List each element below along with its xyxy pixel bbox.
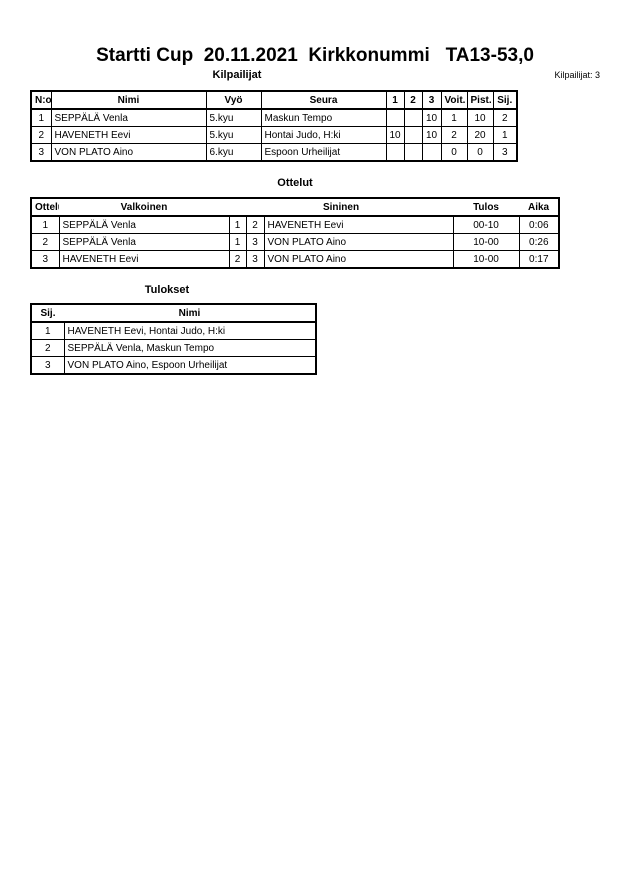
cell: 00-10 <box>452 215 520 234</box>
header-cell: Sij. <box>31 303 64 323</box>
cell: 0:17 <box>518 250 560 269</box>
cell: HAVENETH Eevi <box>50 126 207 144</box>
table: N:o Nimi Vyö Seura 1 2 3 Voit. Pist. Sij. 1 SEPPÄLÄ… <box>30 90 518 162</box>
empty-cell <box>385 143 405 162</box>
header-row: N:o Nimi Vyö Seura 1 2 3 Voit. Pist. Sij. <box>30 90 518 110</box>
row: 1 HAVENETH Eevi, Hontai Judo, H:ki <box>30 321 317 340</box>
header-cell: 3 <box>421 90 442 110</box>
cell: 10 <box>466 108 494 127</box>
title: Startti Cup 20.11.2021 Kirkkonummi TA13-… <box>96 45 534 66</box>
header-cell: N:o <box>30 90 52 110</box>
cell: 5.kyu <box>205 126 262 144</box>
cell: 1 <box>228 233 247 251</box>
header-row: OtteluValkoinenSininenTulosAika <box>31 197 560 217</box>
header-cell: Vyö <box>205 90 262 110</box>
header-cell: Nimi <box>64 303 316 323</box>
row: 2 SEPPÄLÄ Venla, Maskun Tempo <box>30 339 317 357</box>
cell: 3 <box>30 143 52 162</box>
cell: HAVENETH Eevi <box>263 215 454 234</box>
header-cell: Voit. <box>440 90 468 110</box>
row: 2 SEPPÄLÄ Venla 1 3 VON PLATO Aino 10-00 0:26 <box>30 233 560 251</box>
cell: 0 <box>440 143 468 162</box>
cell: 10 <box>421 108 442 127</box>
cell: 1 <box>440 108 468 127</box>
cell: HAVENETH Eevi, Hontai Judo, H:ki <box>63 321 317 340</box>
cell: 1 <box>492 126 518 144</box>
subtitle: Kilpailijat <box>212 69 262 81</box>
empty-cell <box>403 143 423 162</box>
cell: SEPPÄLÄ Venla <box>58 215 230 234</box>
cell: 2 <box>492 108 518 127</box>
cell: 10 <box>421 126 442 144</box>
cell: 0 <box>466 143 494 162</box>
header-row: Sij. Nimi <box>31 303 316 323</box>
cell: 2 <box>245 215 265 234</box>
cell: 0:06 <box>518 215 560 234</box>
header-cell: 2 <box>403 90 423 110</box>
cell: 10-00 <box>452 250 520 269</box>
header-cell: Seura <box>260 90 387 110</box>
cell: 2 <box>30 233 60 251</box>
cell: SEPPÄLÄ Venla, Maskun Tempo <box>63 339 317 357</box>
cell: 2 <box>30 339 65 357</box>
cell: 1 <box>30 215 60 234</box>
cell: 1 <box>30 108 52 127</box>
cell: 10-00 <box>452 233 520 251</box>
row: 3 VON PLATO Aino, Espoon Urheilijat <box>30 356 317 375</box>
row: 1 SEPPÄLÄ Venla 5.kyu Maskun Tempo 10 1 10 2 <box>30 108 518 127</box>
cell: 2 <box>440 126 468 144</box>
cell: 1 <box>30 321 65 340</box>
row: 3 HAVENETH Eevi 2 3 VON PLATO Aino 10-00 0:17 <box>30 250 560 269</box>
cell: 2 <box>30 126 52 144</box>
cell: 3 <box>245 233 265 251</box>
competitors-table: N:o Nimi Vyö Seura 1 2 3 Voit. Pist. Sij. 1 SEPPÄLÄ… <box>30 90 518 162</box>
cell: 3 <box>492 143 518 162</box>
cell: 5.kyu <box>205 108 262 127</box>
empty-cell <box>421 143 442 162</box>
cell: HAVENETH Eevi <box>58 250 230 269</box>
header-cell: Ottelu <box>31 197 59 217</box>
cell: 0:26 <box>518 233 560 251</box>
cell: Hontai Judo, H:ki <box>260 126 387 144</box>
cell: Espoon Urheilijat <box>260 143 387 162</box>
header-cell: 1 <box>385 90 405 110</box>
cell: 3 <box>245 250 265 269</box>
cell: 10 <box>385 126 405 144</box>
empty-cell <box>385 108 405 127</box>
cell: Maskun Tempo <box>260 108 387 127</box>
header-cell: Sij. <box>492 90 518 110</box>
header-cell: Aika <box>519 197 560 217</box>
results-table: Sij. Nimi 1 HAVENETH Eevi, Hontai Judo, H:k… <box>30 303 317 375</box>
cell: SEPPÄLÄ Venla <box>58 233 230 251</box>
cell: 3 <box>30 356 65 375</box>
cell: SEPPÄLÄ Venla <box>50 108 207 127</box>
matches-title: Ottelut <box>277 177 313 189</box>
empty-cell <box>403 108 423 127</box>
cell: 2 <box>228 250 247 269</box>
header-cell: Pist. <box>466 90 494 110</box>
cell: VON PLATO Aino, Espoon Urheilijat <box>63 356 317 375</box>
cell: VON PLATO Aino <box>50 143 207 162</box>
table: Sij. Nimi 1 HAVENETH Eevi, Hontai Judo, H:k… <box>30 303 317 375</box>
cell: 6.kyu <box>205 143 262 162</box>
results-title: Tulokset <box>144 284 190 296</box>
empty-cell <box>403 126 423 144</box>
header-cell: Nimi <box>50 90 207 110</box>
row: 2 HAVENETH Eevi 5.kyu Hontai Judo, H:ki 10 10… <box>30 126 518 144</box>
cell: 1 <box>228 215 247 234</box>
row: 3 VON PLATO Aino 6.kyu Espoon Urheilijat 0 0 3 <box>30 143 518 162</box>
table: OtteluValkoinenSininenTulosAika1SEPPÄLÄ … <box>30 197 561 269</box>
cell: 20 <box>466 126 494 144</box>
header-cell: Tulos <box>453 197 520 217</box>
cell: 3 <box>30 250 60 269</box>
cell: VON PLATO Aino <box>263 233 454 251</box>
count: Kilpailijat: 3 <box>554 70 600 80</box>
header-cell: Sininen <box>229 197 454 217</box>
cell: VON PLATO Aino <box>263 250 454 269</box>
row: 1 SEPPÄLÄ Venla 1 2 HAVENETH Eevi 00-10 0:06 <box>30 215 560 234</box>
matches-table: OtteluValkoinenSininenTulosAika1SEPPÄLÄ … <box>30 197 561 269</box>
header-cell: Valkoinen <box>59 197 229 217</box>
